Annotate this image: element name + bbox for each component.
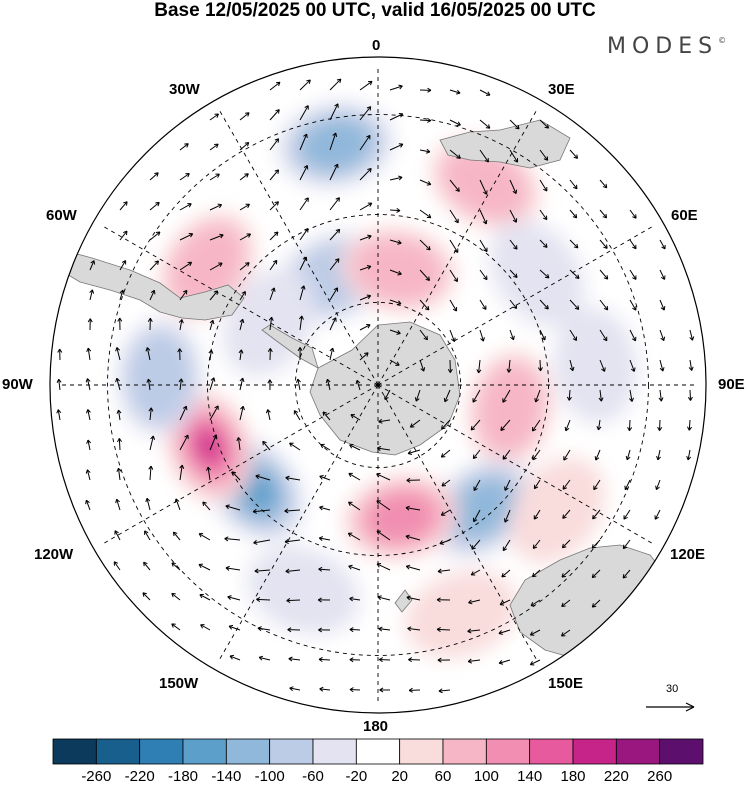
colorbar-tick-label: 260 bbox=[647, 768, 672, 785]
colorbar-swatch bbox=[313, 739, 356, 764]
lon-label-120e: 120E bbox=[670, 547, 705, 563]
lon-label-180: 180 bbox=[363, 719, 388, 735]
colorbar-swatch bbox=[53, 739, 96, 764]
colorbar-tick-label: 20 bbox=[391, 768, 408, 785]
colorbar-swatch bbox=[356, 739, 399, 764]
colorbar-swatch bbox=[443, 739, 486, 764]
colorbar-swatch bbox=[530, 739, 573, 764]
lon-label-90e: 90E bbox=[718, 377, 745, 393]
colorbar-swatch bbox=[96, 739, 139, 764]
lon-label-0: 0 bbox=[372, 38, 380, 54]
lon-label-60w: 60W bbox=[46, 208, 77, 224]
lon-label-150e: 150E bbox=[548, 676, 583, 692]
lon-label-30e: 30E bbox=[548, 82, 575, 98]
colorbar-tick-label: -180 bbox=[168, 768, 198, 785]
colorbar-tick-label: 60 bbox=[435, 768, 452, 785]
colorbar-tick-label: -60 bbox=[302, 768, 324, 785]
reference-vector-value: 30 bbox=[666, 683, 678, 695]
colorbar bbox=[53, 739, 703, 764]
colorbar-swatch bbox=[140, 739, 183, 764]
colorbar-tick-label: -260 bbox=[81, 768, 111, 785]
colorbar-swatch bbox=[486, 739, 529, 764]
colorbar-tick-label: -20 bbox=[345, 768, 367, 785]
colorbar-tick-label: 220 bbox=[604, 768, 629, 785]
colorbar-swatch bbox=[270, 739, 313, 764]
lon-label-30w: 30W bbox=[169, 82, 200, 98]
colorbar-tick-label: 180 bbox=[560, 768, 585, 785]
colorbar-tick-label: -100 bbox=[255, 768, 285, 785]
lon-label-90w: 90W bbox=[2, 377, 33, 393]
colorbar-swatch bbox=[616, 739, 659, 764]
lon-label-120w: 120W bbox=[34, 547, 73, 563]
lon-label-150w: 150W bbox=[159, 676, 198, 692]
lon-label-60e: 60E bbox=[671, 208, 698, 224]
colorbar-swatch bbox=[400, 739, 443, 764]
colorbar-tick-label: 100 bbox=[474, 768, 499, 785]
colorbar-swatch bbox=[660, 739, 703, 764]
colorbar-swatch bbox=[183, 739, 226, 764]
colorbar-tick-label: 140 bbox=[517, 768, 542, 785]
colorbar-swatch bbox=[573, 739, 616, 764]
colorbar-tick-label: -220 bbox=[125, 768, 155, 785]
colorbar-tick-label: -140 bbox=[211, 768, 241, 785]
reference-vector bbox=[646, 703, 694, 711]
colorbar-swatch bbox=[226, 739, 269, 764]
